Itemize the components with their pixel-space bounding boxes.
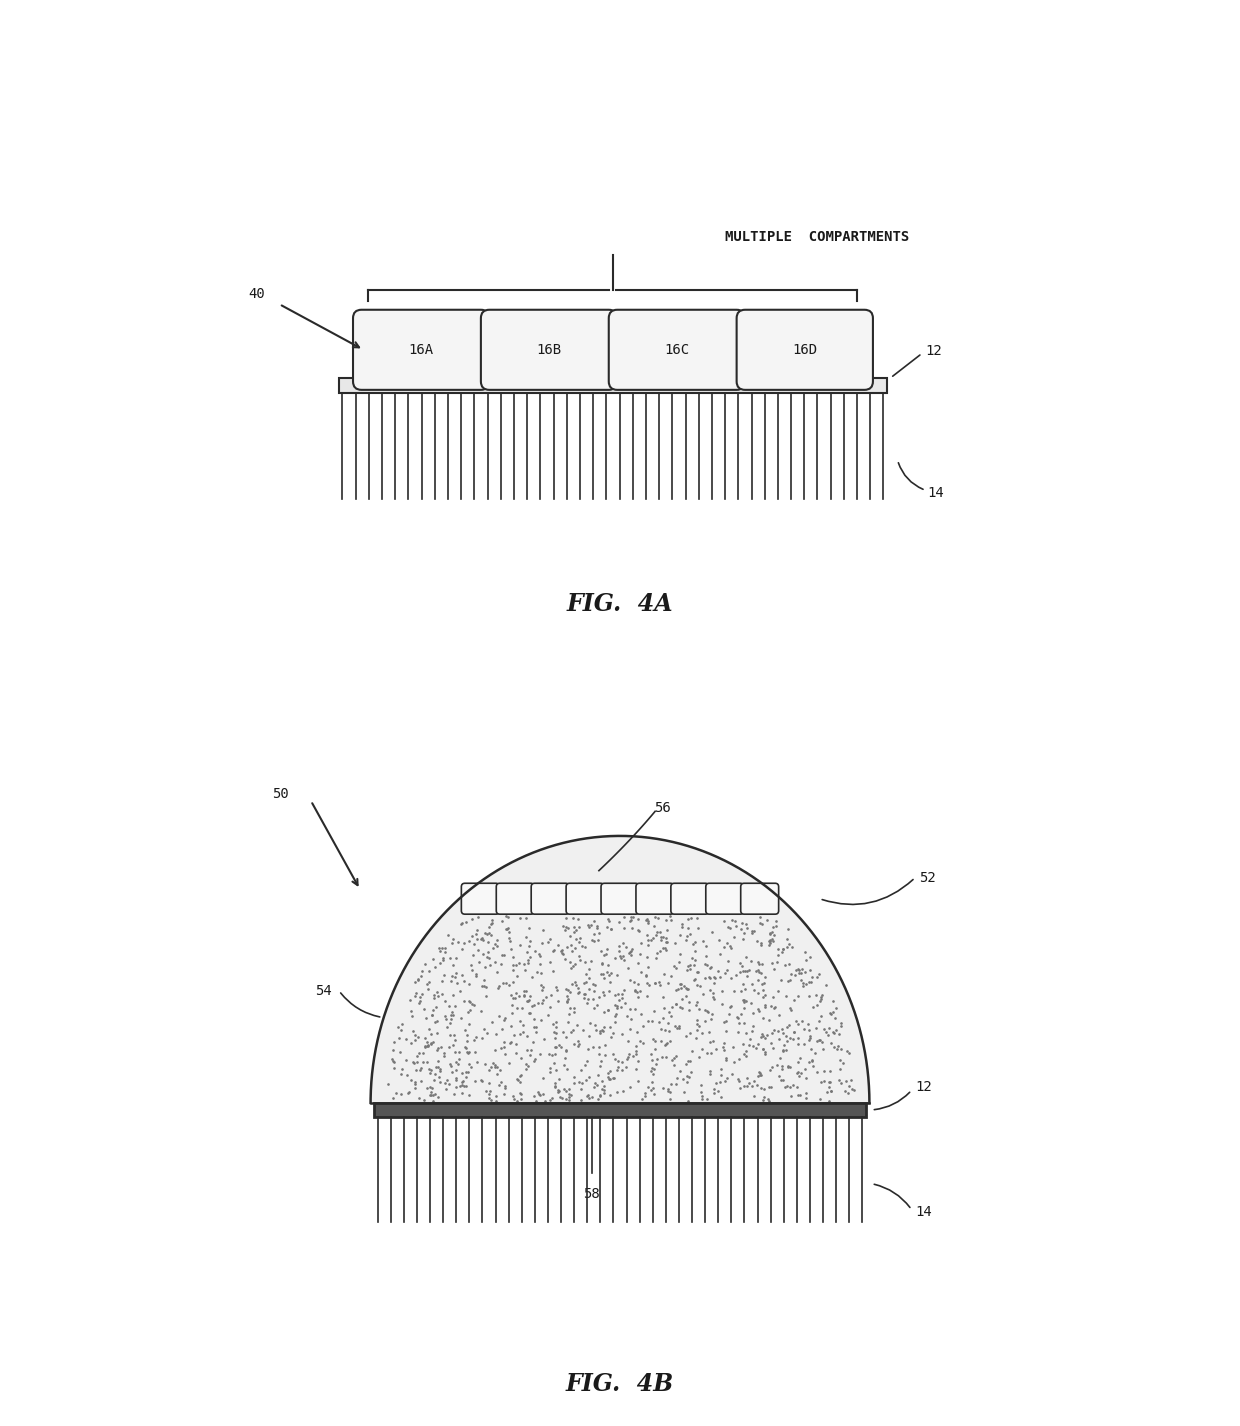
FancyBboxPatch shape xyxy=(636,883,673,914)
Text: 16D: 16D xyxy=(792,342,817,356)
FancyBboxPatch shape xyxy=(601,883,639,914)
Polygon shape xyxy=(371,836,869,1102)
Text: 12: 12 xyxy=(925,344,942,358)
Text: 56: 56 xyxy=(653,801,671,814)
FancyBboxPatch shape xyxy=(374,1102,866,1117)
FancyBboxPatch shape xyxy=(481,309,618,389)
Text: 16B: 16B xyxy=(537,342,562,356)
Text: MULTIPLE  COMPARTMENTS: MULTIPLE COMPARTMENTS xyxy=(724,231,909,244)
FancyBboxPatch shape xyxy=(461,883,500,914)
FancyBboxPatch shape xyxy=(496,883,534,914)
FancyBboxPatch shape xyxy=(339,378,887,394)
Text: 54: 54 xyxy=(315,984,332,998)
Text: 50: 50 xyxy=(273,787,289,801)
Text: 16C: 16C xyxy=(665,342,689,356)
Text: FIG.  4B: FIG. 4B xyxy=(565,1372,675,1396)
Text: 14: 14 xyxy=(915,1205,931,1219)
FancyBboxPatch shape xyxy=(609,309,745,389)
FancyBboxPatch shape xyxy=(567,883,604,914)
Text: 40: 40 xyxy=(248,287,265,301)
Text: FIG.  4A: FIG. 4A xyxy=(567,592,673,616)
FancyBboxPatch shape xyxy=(671,883,709,914)
Text: 52: 52 xyxy=(919,871,935,884)
FancyBboxPatch shape xyxy=(353,309,490,389)
FancyBboxPatch shape xyxy=(531,883,569,914)
Text: 58: 58 xyxy=(584,1188,600,1201)
FancyBboxPatch shape xyxy=(706,883,744,914)
FancyBboxPatch shape xyxy=(737,309,873,389)
FancyBboxPatch shape xyxy=(740,883,779,914)
Text: 14: 14 xyxy=(928,486,945,501)
Text: 16A: 16A xyxy=(409,342,434,356)
Text: 12: 12 xyxy=(915,1081,931,1094)
